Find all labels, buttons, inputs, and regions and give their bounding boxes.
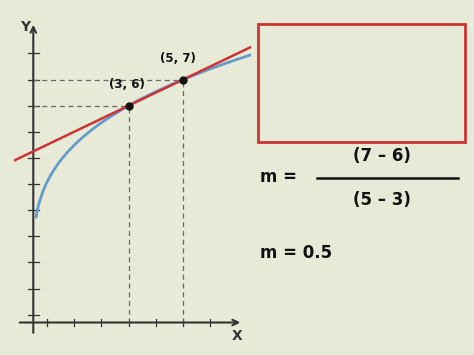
Text: m =: m = [260,169,297,186]
Text: (5 – 3): (5 – 3) [353,191,411,209]
Text: m = 0.5: m = 0.5 [260,244,332,262]
Text: (7 – 6): (7 – 6) [353,147,411,165]
Text: $(y_2 - y_1)$: $(y_2 - y_1)$ [339,45,403,65]
FancyBboxPatch shape [258,24,465,142]
Text: m =: m = [273,74,310,92]
Text: $(x_2 - x_1)$: $(x_2 - x_1)$ [339,100,403,118]
Text: Y: Y [20,20,30,34]
Text: (3, 6): (3, 6) [109,78,145,91]
Text: (5, 7): (5, 7) [160,52,196,65]
Text: X: X [232,329,243,343]
